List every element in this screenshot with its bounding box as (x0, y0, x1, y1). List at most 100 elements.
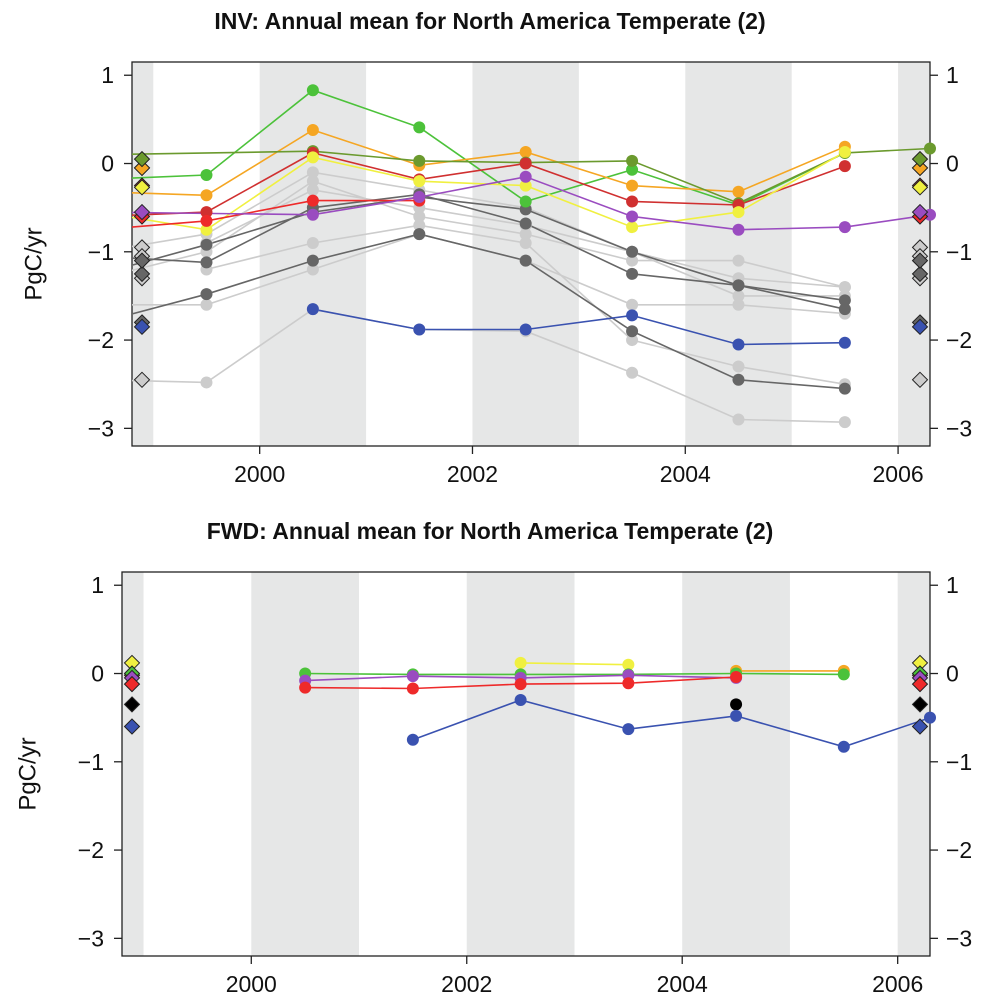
inv-year-band (472, 62, 579, 446)
fwd-data-point (406, 670, 419, 683)
fwd-series-group (305, 662, 930, 748)
fwd-year-band (251, 572, 360, 956)
fwd-edge-diamond-right (911, 675, 929, 693)
inv-ytick-label-right: −1 (946, 239, 972, 265)
fwd-year-band (682, 572, 790, 956)
inv-data-point (200, 206, 213, 219)
fwd-markers-group (123, 654, 936, 753)
inv-data-point (413, 191, 426, 204)
inv-data-point (732, 223, 745, 236)
inv-data-point (838, 160, 851, 173)
fwd-xtick-label: 2004 (657, 971, 708, 997)
inv-data-point (200, 223, 213, 236)
fwd-data-point (622, 723, 635, 736)
inv-data-point (519, 146, 532, 159)
inv-data-point (732, 373, 745, 386)
inv-data-point (200, 238, 213, 251)
fwd-data-point (299, 681, 312, 694)
fwd-data-point (406, 733, 419, 746)
inv-data-point (519, 170, 532, 183)
fwd-data-point (622, 658, 635, 671)
fwd-data-point (837, 668, 850, 681)
inv-ytick-label-left: −1 (88, 239, 114, 265)
inv-data-point (306, 184, 319, 196)
inv-data-point (306, 254, 319, 267)
fwd-ytick-label-right: −3 (946, 925, 972, 951)
inv-data-point (413, 154, 426, 167)
inv-edge-diamond-left (133, 318, 151, 336)
inv-shaded-bands (132, 62, 930, 446)
inv-data-point (838, 221, 851, 234)
inv-data-point (626, 179, 639, 192)
inv-xtick-label: 2006 (872, 461, 923, 487)
fwd-edge-diamond-left (123, 696, 141, 713)
inv-data-point (519, 254, 532, 267)
fwd-data-point (730, 698, 743, 711)
inv-data-point (838, 382, 851, 395)
inv-data-point (732, 338, 745, 351)
fwd-edge-diamond-left (123, 675, 141, 693)
fwd-ytick-label-left: 1 (91, 572, 104, 598)
inv-ytick-label-left: −2 (88, 327, 114, 353)
inv-data-point (626, 267, 639, 280)
fwd-chart-title: FWD: Annual mean for North America Tempe… (206, 518, 774, 544)
inv-edge-diamond-right (911, 265, 929, 283)
fwd-ytick-label-right: −2 (946, 837, 972, 863)
fwd-xtick-label: 2006 (872, 971, 923, 997)
inv-data-point (924, 142, 936, 155)
inv-ytick-label-left: 1 (101, 62, 114, 88)
inv-series-line (132, 152, 846, 216)
inv-ytick-label-right: 1 (946, 62, 959, 88)
fwd-xtick-label: 2002 (441, 971, 492, 997)
inv-edge-diamond-left (133, 203, 151, 221)
inv-data-point (413, 323, 426, 336)
inv-xtick-label: 2004 (660, 461, 711, 487)
inv-data-point (200, 376, 213, 389)
fwd-chart: −3 −2 −1 0 1 −3 −2 −1 0 1 2000 2002 2004 2006 (78, 571, 972, 997)
inv-data-point (732, 279, 745, 292)
inv-data-point (200, 298, 213, 311)
fwd-edge-diamond-right (911, 718, 929, 735)
fwd-data-point (622, 677, 635, 690)
inv-data-point (200, 256, 213, 269)
inv-data-point (306, 303, 319, 316)
inv-series-line (132, 308, 845, 423)
inv-ytick-label-left: −3 (88, 415, 114, 441)
fwd-series-line (412, 699, 930, 748)
inv-data-point (200, 214, 213, 227)
inv-data-point (838, 416, 851, 429)
inv-data-point (838, 336, 851, 349)
inv-data-point (306, 175, 319, 188)
inv-data-point (519, 236, 532, 249)
inv-edge-diamond-left (133, 159, 151, 177)
inv-series-line (132, 199, 420, 228)
inv-data-point (306, 151, 319, 164)
inv-data-point (626, 366, 639, 379)
inv-data-point (413, 219, 426, 232)
inv-data-point (626, 298, 639, 311)
inv-data-point (626, 195, 639, 208)
inv-series-line (132, 196, 846, 302)
inv-data-point (519, 179, 532, 192)
fwd-ytick-label-left: −2 (78, 837, 104, 863)
inv-data-point (626, 334, 639, 347)
inv-data-point (413, 228, 426, 241)
inv-xtick-label: 2002 (447, 461, 498, 487)
inv-edge-diamond-left (133, 150, 151, 168)
inv-data-point (732, 206, 745, 219)
inv-data-point (732, 289, 745, 302)
fwd-data-point (730, 671, 743, 684)
inv-edge-diamond-left (133, 371, 151, 389)
inv-data-point (626, 221, 639, 234)
fwd-ytick-label-left: −3 (78, 925, 104, 951)
inv-data-point (732, 360, 745, 373)
fwd-edge-diamond-right (911, 696, 929, 713)
inv-data-point (519, 195, 532, 208)
inv-data-point (306, 263, 319, 276)
fwd-data-point (924, 711, 936, 724)
inv-year-band (685, 62, 792, 446)
inv-data-point (838, 294, 851, 307)
fwd-ytick-label-right: 1 (946, 572, 959, 598)
fwd-series-line (520, 662, 629, 666)
inv-ytick-label-right: −2 (946, 327, 972, 353)
